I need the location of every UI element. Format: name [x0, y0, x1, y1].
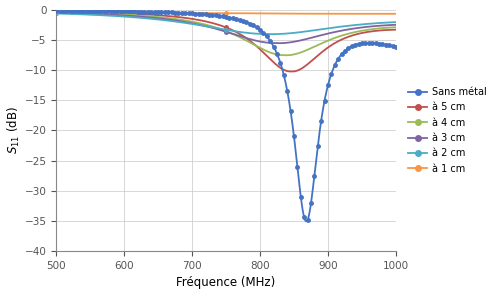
Legend: Sans métal, à 5 cm, à 4 cm, à 3 cm, à 2 cm, à 1 cm: Sans métal, à 5 cm, à 4 cm, à 3 cm, à 2 … [404, 83, 491, 178]
Y-axis label: $S_{11}$ (dB): $S_{11}$ (dB) [5, 106, 22, 154]
X-axis label: Fréquence (MHz): Fréquence (MHz) [176, 276, 276, 289]
